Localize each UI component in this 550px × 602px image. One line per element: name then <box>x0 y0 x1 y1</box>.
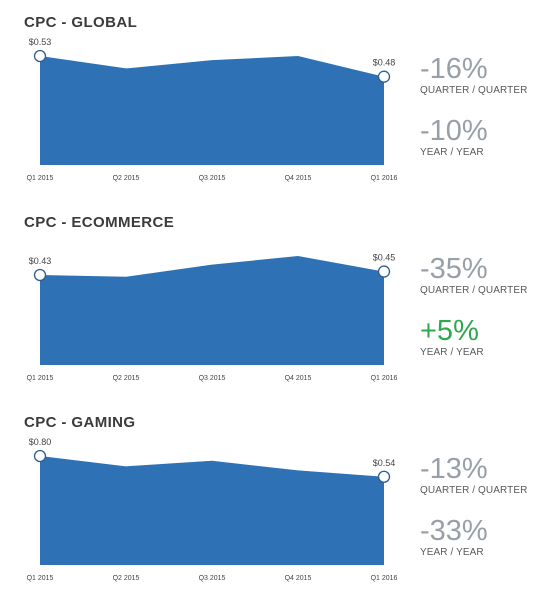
end-point-marker <box>377 470 391 483</box>
x-tick-label: Q2 2015 <box>113 575 140 582</box>
stat-label: YEAR / YEAR <box>420 547 484 558</box>
stat-quarter-over-quarter: -16% QUARTER / QUARTER <box>420 54 545 97</box>
x-tick-label: Q1 2015 <box>27 375 54 382</box>
x-tick-label: Q2 2015 <box>113 175 140 182</box>
area-series <box>40 256 384 365</box>
stat-label: QUARTER / QUARTER <box>420 285 528 296</box>
x-tick-label: Q4 2015 <box>285 375 312 382</box>
x-tick-label: Q3 2015 <box>199 375 226 382</box>
stat-value: +5% <box>420 315 479 347</box>
stat-label: QUARTER / QUARTER <box>420 85 528 96</box>
x-tick-label: Q3 2015 <box>199 575 226 582</box>
area-series <box>40 56 384 165</box>
x-tick-label: Q1 2016 <box>371 575 398 582</box>
area-chart-ecommerce: $0.43 $0.45 Q1 2015 Q2 2015 Q3 2015 Q4 2015 Q1… <box>27 253 398 382</box>
stat-value: -13% <box>420 453 488 485</box>
stat-label: YEAR / YEAR <box>420 347 484 358</box>
start-point-marker <box>33 49 47 63</box>
x-tick-label: Q2 2015 <box>113 375 140 382</box>
panel-title: CPC - ECOMMERCE <box>24 214 175 231</box>
x-tick-label: Q3 2015 <box>199 175 226 182</box>
end-point-marker <box>377 70 391 83</box>
start-point-marker <box>33 268 47 282</box>
stat-value: -10% <box>420 115 488 147</box>
stat-quarter-over-quarter: -35% QUARTER / QUARTER <box>420 254 545 297</box>
data-label-last: $0.54 <box>373 458 396 468</box>
panel-cpc-gaming: CPC - GAMING $0.80 $0.54 Q1 2015 Q2 2015 Q3 … <box>0 400 550 600</box>
data-label-last: $0.45 <box>373 253 396 263</box>
stat-value: -33% <box>420 515 488 547</box>
stat-label: QUARTER / QUARTER <box>420 485 528 496</box>
x-tick-label: Q1 2016 <box>371 175 398 182</box>
area-chart-gaming: $0.80 $0.54 Q1 2015 Q2 2015 Q3 2015 Q4 2015 Q1… <box>27 437 398 582</box>
data-label-first: $0.43 <box>29 256 52 266</box>
panel-title: CPC - GLOBAL <box>24 14 138 31</box>
area-chart-global: $0.53 $0.48 Q1 2015 Q2 2015 Q3 2015 Q4 2015 Q1… <box>27 37 398 182</box>
data-label-last: $0.48 <box>373 58 396 68</box>
start-point-marker <box>33 449 47 463</box>
x-tick-label: Q4 2015 <box>285 175 312 182</box>
data-label-first: $0.53 <box>29 37 52 47</box>
panel-title: CPC - GAMING <box>24 414 136 431</box>
x-tick-label: Q4 2015 <box>285 575 312 582</box>
area-series <box>40 456 384 565</box>
end-point-marker <box>377 265 391 278</box>
stat-year-over-year: -10% YEAR / YEAR <box>420 116 545 159</box>
stat-quarter-over-quarter: -13% QUARTER / QUARTER <box>420 454 545 497</box>
panel-cpc-global: CPC - GLOBAL $0.53 $0.48 Q1 2015 Q2 2015 Q3 … <box>0 0 550 200</box>
data-label-first: $0.80 <box>29 437 52 447</box>
x-tick-label: Q1 2016 <box>371 375 398 382</box>
stat-year-over-year: +5% YEAR / YEAR <box>420 316 545 359</box>
x-tick-label: Q1 2015 <box>27 575 54 582</box>
panel-cpc-ecommerce: CPC - ECOMMERCE $0.43 $0.45 Q1 2015 Q2 2015… <box>0 200 550 400</box>
stat-label: YEAR / YEAR <box>420 147 484 158</box>
stat-value: -16% <box>420 53 488 85</box>
stat-value: -35% <box>420 253 488 285</box>
x-tick-label: Q1 2015 <box>27 175 54 182</box>
stat-year-over-year: -33% YEAR / YEAR <box>420 516 545 559</box>
